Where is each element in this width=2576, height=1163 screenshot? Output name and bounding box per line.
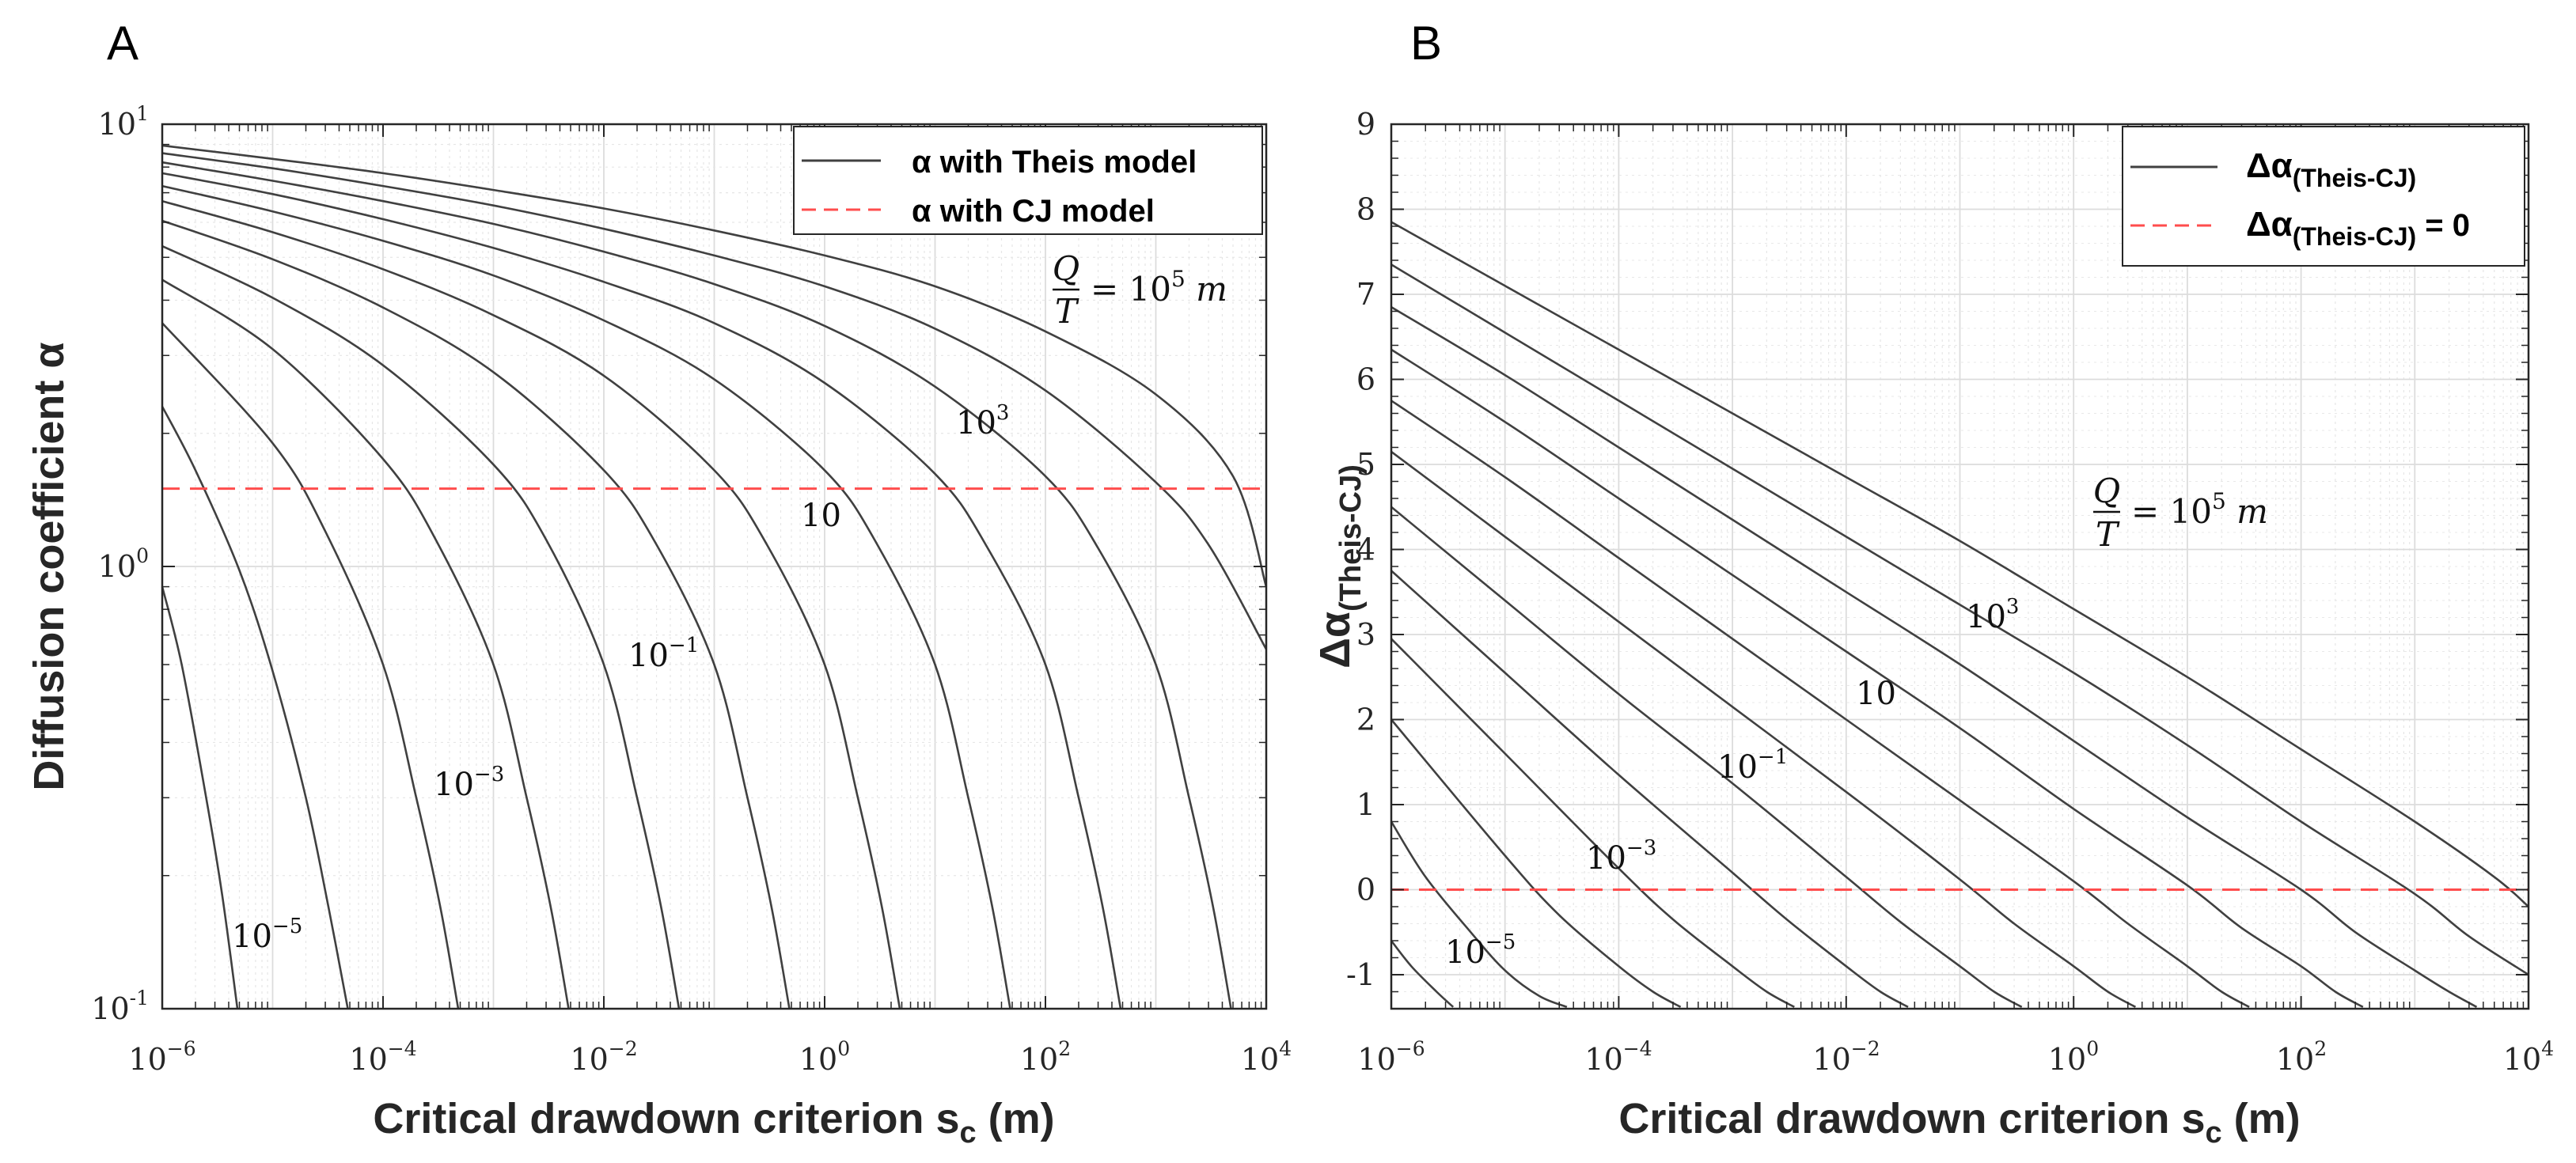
x-tick-label: 10−2: [570, 1037, 637, 1077]
qt-denominator: T: [1055, 292, 1079, 331]
series-line: [161, 199, 901, 1010]
curve-label: 10−5: [1445, 930, 1516, 971]
qt-numerator: Q: [2093, 472, 2120, 510]
y-tick-label: 9: [1356, 107, 1375, 142]
x-tick-label: 104: [2503, 1037, 2554, 1077]
panel-a-legend: α with Theis model α with CJ model: [793, 126, 1263, 235]
series-line: [1390, 348, 2364, 1008]
series-line: [161, 586, 239, 1010]
qt-denominator: T: [2096, 515, 2120, 554]
panel-b-x-tick-labels: 10−6 10−4 10−2 100 102 104: [1357, 1037, 2554, 1077]
panel-b-qt-annotation: Q T = 105 m: [2093, 472, 2268, 554]
legend-label-delta: Δα(Theis-CJ): [2246, 146, 2416, 192]
series-line: [1390, 820, 1568, 1009]
x-tick-label: 10−4: [349, 1037, 416, 1077]
curve-label: 103: [1966, 595, 2019, 635]
panel-a-curve-labels: 10−5 10−3 10−1 10 103: [232, 401, 1009, 955]
series-line: [1390, 638, 1795, 1008]
panel-a-y-tick-labels: 10-1 100 101: [91, 102, 149, 1026]
y-tick-label: -1: [1346, 957, 1375, 992]
panel-a-qt-annotation: Q T = 105 m: [1053, 249, 1227, 331]
series-line: [1390, 450, 2137, 1008]
series-line: [161, 144, 1268, 587]
series-line: [161, 152, 1268, 650]
x-tick-label: 10−2: [1812, 1037, 1880, 1077]
legend-label-cj: α with CJ model: [912, 194, 1155, 229]
series-line: [1390, 570, 1909, 1008]
x-tick-label: 10−4: [1584, 1037, 1652, 1077]
panel-b-legend: Δα(Theis-CJ) Δα(Theis-CJ) = 0: [2122, 126, 2525, 267]
series-line: [161, 172, 1122, 1010]
curve-label: 10−1: [628, 634, 699, 674]
series-line: [1390, 221, 2529, 907]
y-tick-label: 1: [1356, 787, 1375, 822]
x-tick-label: 10−6: [1357, 1037, 1425, 1077]
y-tick-label: 7: [1356, 277, 1375, 312]
series-line: [1390, 940, 1455, 1008]
series-line: [161, 219, 791, 1010]
y-tick-label: 6: [1356, 362, 1375, 397]
series-line: [1390, 400, 2250, 1008]
panel-a-x-axis-label: Critical drawdown criterion sc (m): [373, 1095, 1054, 1150]
panel-b-series: [1390, 221, 2529, 1009]
series-line: [161, 184, 1011, 1010]
panel-a-x-tick-labels: 10−6 10−4 10−2 100 102 104: [128, 1037, 1292, 1077]
panel-b-grid: [1390, 123, 2529, 1010]
y-tick-label: 3: [1356, 617, 1375, 652]
curve-label: 103: [956, 401, 1009, 441]
series-line: [1390, 506, 2023, 1008]
curve-label: 10: [801, 498, 841, 534]
panel-b-x-axis-label: Critical drawdown criterion sc (m): [1618, 1095, 2300, 1150]
panel-a: A 10−6 10−4 10−2 100 102 104 10-1 100 10…: [25, 17, 1292, 1150]
series-line: [161, 322, 460, 1010]
qt-numerator: Q: [1053, 249, 1079, 288]
series-line: [161, 406, 349, 1010]
y-tick-label: 4: [1356, 532, 1375, 567]
x-tick-label: 102: [1020, 1037, 1071, 1077]
x-tick-label: 102: [2276, 1037, 2327, 1077]
x-tick-label: 100: [2048, 1037, 2099, 1077]
y-tick-label: 10-1: [91, 987, 149, 1026]
y-tick-label: 5: [1356, 447, 1375, 482]
series-line: [1390, 305, 2478, 1008]
panel-a-y-axis-label: Diffusion coefficient α: [25, 342, 73, 790]
x-tick-label: 10−6: [128, 1037, 195, 1077]
panel-a-grid: [161, 123, 1266, 1010]
curve-label: 10−5: [232, 915, 302, 955]
y-tick-label: 2: [1356, 703, 1375, 737]
curve-label: 10−1: [1717, 745, 1788, 786]
panel-b: B 10−6 10−4 10−2 100 102 104 -1 0 1 2 3 …: [1311, 17, 2554, 1150]
legend-label-theis: α with Theis model: [912, 145, 1197, 180]
qt-value: = 105 m: [2131, 488, 2268, 531]
panel-a-series: [161, 144, 1268, 1010]
series-line: [1390, 718, 1682, 1008]
series-line: [161, 278, 570, 1010]
curve-label: 10−3: [434, 763, 504, 803]
legend-label-delta-zero: Δα(Theis-CJ) = 0: [2246, 205, 2470, 251]
series-line: [161, 161, 1232, 1010]
x-tick-label: 104: [1241, 1037, 1292, 1077]
panel-b-curve-labels: 10−5 10−3 10−1 10 103: [1445, 595, 2019, 971]
y-tick-label: 101: [98, 102, 149, 142]
x-tick-label: 100: [799, 1037, 850, 1077]
series-line: [161, 244, 681, 1010]
curve-label: 10−3: [1586, 836, 1656, 877]
series-line: [1390, 263, 2529, 976]
curve-label: 10: [1856, 676, 1896, 712]
qt-value: = 105 m: [1091, 266, 1227, 309]
panel-b-y-tick-labels: -1 0 1 2 3 4 5 6 7 8 9: [1346, 107, 1375, 992]
panel-b-letter: B: [1410, 17, 1442, 70]
y-tick-label: 100: [98, 544, 149, 584]
panel-b-y-axis-label: Δα(Theis-CJ): [1311, 464, 1368, 669]
panel-a-letter: A: [107, 17, 138, 70]
y-tick-label: 8: [1356, 192, 1375, 227]
y-tick-label: 0: [1356, 873, 1375, 907]
